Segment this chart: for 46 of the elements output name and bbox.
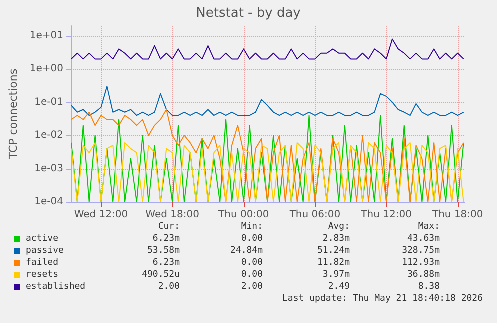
legend-label: established: [26, 282, 86, 292]
text: 490.52u: [141, 270, 180, 280]
text: 36.88m: [406, 270, 440, 280]
text: 2.00: [240, 282, 263, 292]
text: 2.83m: [322, 234, 350, 244]
text: Max:: [417, 222, 440, 232]
legend-label: active: [26, 234, 59, 244]
text: 43.63m: [406, 234, 440, 244]
y-tick-label: 1e-02: [34, 130, 64, 142]
text: 24.84m: [229, 246, 263, 256]
y-tick-label: 1e-01: [34, 96, 64, 108]
x-tick-label: Thu 00:00: [218, 210, 270, 220]
text: Cur:: [157, 222, 180, 232]
text: 51.24m: [316, 246, 350, 256]
legend-label: resets: [26, 270, 59, 280]
text: 2.49: [327, 282, 350, 292]
text: 2.00: [157, 282, 180, 292]
text: 3.97m: [322, 270, 350, 280]
x-tick-label: Wed 18:00: [146, 210, 200, 220]
text: 6.23m: [152, 258, 180, 268]
text: 11.82m: [316, 258, 350, 268]
y-tick-label: 1e+00: [30, 64, 64, 75]
text: 6.23m: [152, 234, 180, 244]
y-tick-label: 1e-04: [34, 196, 64, 208]
text: 0.00: [240, 258, 263, 268]
text: 328.75m: [401, 246, 440, 256]
text: Avg:: [327, 222, 350, 232]
text: Last update: Thu May 21 18:40:18 2026: [282, 294, 483, 304]
text: 8.38: [417, 282, 440, 292]
text: Min:: [240, 222, 263, 232]
text: 0.00: [240, 270, 263, 280]
legend-label: passive: [26, 246, 64, 256]
x-tick-label: Thu 12:00: [360, 210, 412, 220]
chart-title: Netstat - by day: [196, 6, 302, 21]
y-axis-title: TCP connections: [7, 68, 20, 160]
x-tick-label: Thu 06:00: [288, 210, 341, 220]
text: 0.00: [240, 234, 263, 244]
x-tick-label: Wed 12:00: [74, 210, 128, 220]
text: 53.58m: [146, 246, 180, 256]
y-tick-label: 1e-03: [34, 163, 64, 174]
x-tick-label: Thu 18:00: [431, 210, 484, 220]
line-series: [71, 38, 464, 60]
y-tick-label: 1e+01: [30, 30, 64, 42]
line-series: [71, 86, 464, 116]
legend-label: failed: [26, 258, 59, 268]
text: 112.93m: [401, 258, 440, 268]
